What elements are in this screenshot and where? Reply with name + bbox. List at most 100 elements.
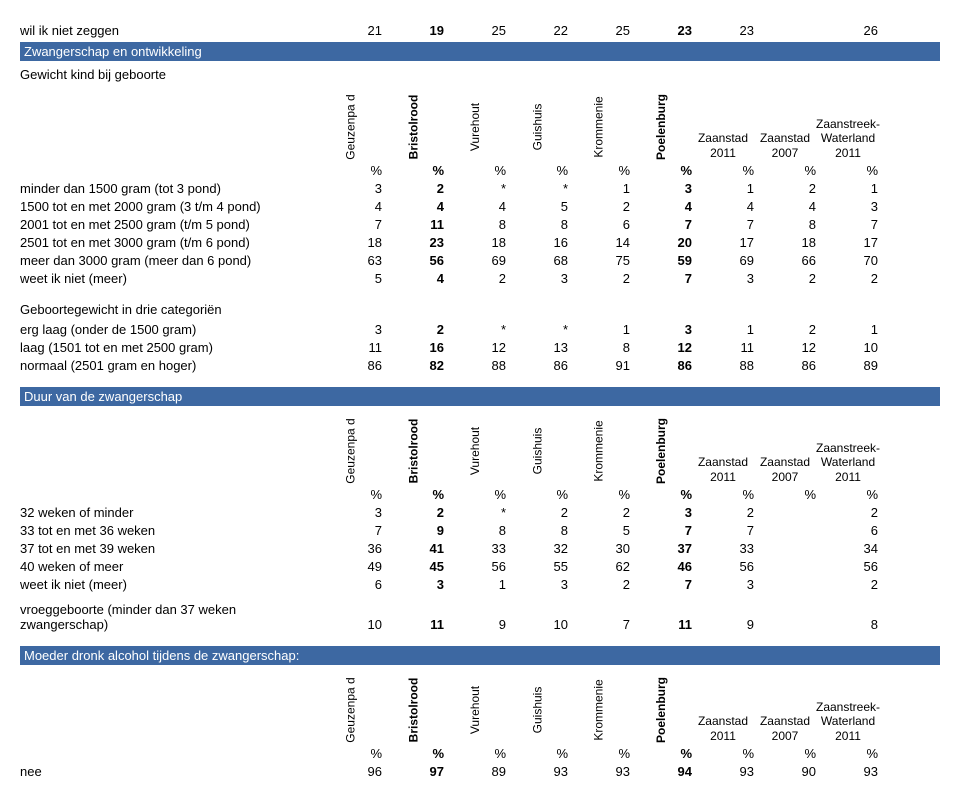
cell: % [388, 163, 450, 178]
cell: 8 [512, 217, 574, 232]
column-header: Vurehout [444, 673, 506, 743]
table-row: 37 tot en met 39 weken3641333230373334 [20, 538, 940, 556]
row-label: 2501 tot en met 3000 gram (t/m 6 pond) [20, 235, 326, 250]
column-header: Zaanstad2011 [692, 673, 754, 743]
column-header: Zaanstreek-Waterland2011 [816, 90, 880, 160]
table-row: %%%%%%%%% [20, 484, 940, 502]
row-label: 40 weken of meer [20, 559, 326, 574]
cell: 3 [822, 199, 884, 214]
cell: 19 [388, 23, 450, 38]
column-header: Guishuis [506, 90, 568, 160]
cell: 88 [698, 358, 760, 373]
column-header: Zaanstreek-Waterland2011 [816, 414, 880, 484]
cell: % [450, 487, 512, 502]
subsection-label: Gewicht kind bij geboorte [20, 67, 940, 82]
cell: 26 [822, 23, 884, 38]
cell: * [450, 181, 512, 196]
cell: 9 [698, 617, 760, 632]
cell: 33 [450, 541, 512, 556]
cell: % [760, 487, 822, 502]
cell: 4 [388, 271, 450, 286]
cell: % [760, 163, 822, 178]
cell: * [450, 322, 512, 337]
row-label: meer dan 3000 gram (meer dan 6 pond) [20, 253, 326, 268]
cell: 18 [760, 235, 822, 250]
table-row: 2001 tot en met 2500 gram (t/m 5 pond)71… [20, 214, 940, 232]
cell: % [822, 487, 884, 502]
cell: 18 [326, 235, 388, 250]
cell: 3 [636, 505, 698, 520]
cell: 8 [512, 523, 574, 538]
cell: 11 [698, 340, 760, 355]
table-row: 33 tot en met 36 weken79885776 [20, 520, 940, 538]
row-label: nee [20, 764, 326, 779]
cell: % [326, 746, 388, 761]
cell: 7 [698, 523, 760, 538]
cell: 2 [574, 199, 636, 214]
cell: 56 [698, 559, 760, 574]
cell: 36 [326, 541, 388, 556]
cell: % [636, 487, 698, 502]
row-label: 33 tot en met 36 weken [20, 523, 326, 538]
cell: 2 [760, 181, 822, 196]
cell: 11 [636, 617, 698, 632]
cell: 2 [388, 505, 450, 520]
cell: 2 [512, 505, 574, 520]
cell: 5 [326, 271, 388, 286]
column-header: Zaanstad2007 [754, 414, 816, 484]
table-row: 32 weken of minder32*22322 [20, 502, 940, 520]
cell: 93 [512, 764, 574, 779]
column-header: Geuzenpa d [320, 414, 382, 484]
cell: 8 [760, 217, 822, 232]
cell: 5 [574, 523, 636, 538]
cell: * [512, 322, 574, 337]
cell: 88 [450, 358, 512, 373]
cell: 70 [822, 253, 884, 268]
cell: 63 [326, 253, 388, 268]
cell: 7 [698, 217, 760, 232]
cell: 14 [574, 235, 636, 250]
cell: 3 [636, 322, 698, 337]
column-header: Zaanstad2007 [754, 673, 816, 743]
cell: 16 [388, 340, 450, 355]
cell: 7 [326, 523, 388, 538]
cell: % [574, 746, 636, 761]
cell: % [512, 487, 574, 502]
table-row: minder dan 1500 gram (tot 3 pond)32**131… [20, 178, 940, 196]
column-header: Guishuis [506, 673, 568, 743]
cell: % [388, 746, 450, 761]
cell: 56 [450, 559, 512, 574]
column-header: Krommenie [568, 90, 630, 160]
column-header: Zaanstreek-Waterland2011 [816, 673, 880, 743]
cell: 91 [574, 358, 636, 373]
cell: 10 [326, 617, 388, 632]
cell: % [450, 163, 512, 178]
cell: 11 [388, 617, 450, 632]
cell: 93 [574, 764, 636, 779]
cell: 12 [450, 340, 512, 355]
column-header: Bristolrood [382, 673, 444, 743]
cell: 66 [760, 253, 822, 268]
cell: 8 [450, 523, 512, 538]
table-row: %%%%%%%%% [20, 743, 940, 761]
cell: 93 [698, 764, 760, 779]
cell: 23 [388, 235, 450, 250]
cell: 1 [698, 322, 760, 337]
cell: 1 [574, 181, 636, 196]
cell: 2 [822, 271, 884, 286]
column-header: Poelenburg [630, 414, 692, 484]
cell: 17 [822, 235, 884, 250]
column-header: Poelenburg [630, 90, 692, 160]
column-header: Zaanstad2007 [754, 90, 816, 160]
cell: % [822, 746, 884, 761]
subsection-label: Geboortegewicht in drie categoriën [20, 302, 940, 317]
cell: 22 [512, 23, 574, 38]
cell: % [698, 487, 760, 502]
cell: 56 [388, 253, 450, 268]
cell: 6 [326, 577, 388, 592]
column-header: Geuzenpa d [320, 673, 382, 743]
table-row: wil ik niet zeggen2119252225232326 [20, 20, 940, 38]
cell: 56 [822, 559, 884, 574]
cell: 21 [326, 23, 388, 38]
cell: 1 [822, 181, 884, 196]
